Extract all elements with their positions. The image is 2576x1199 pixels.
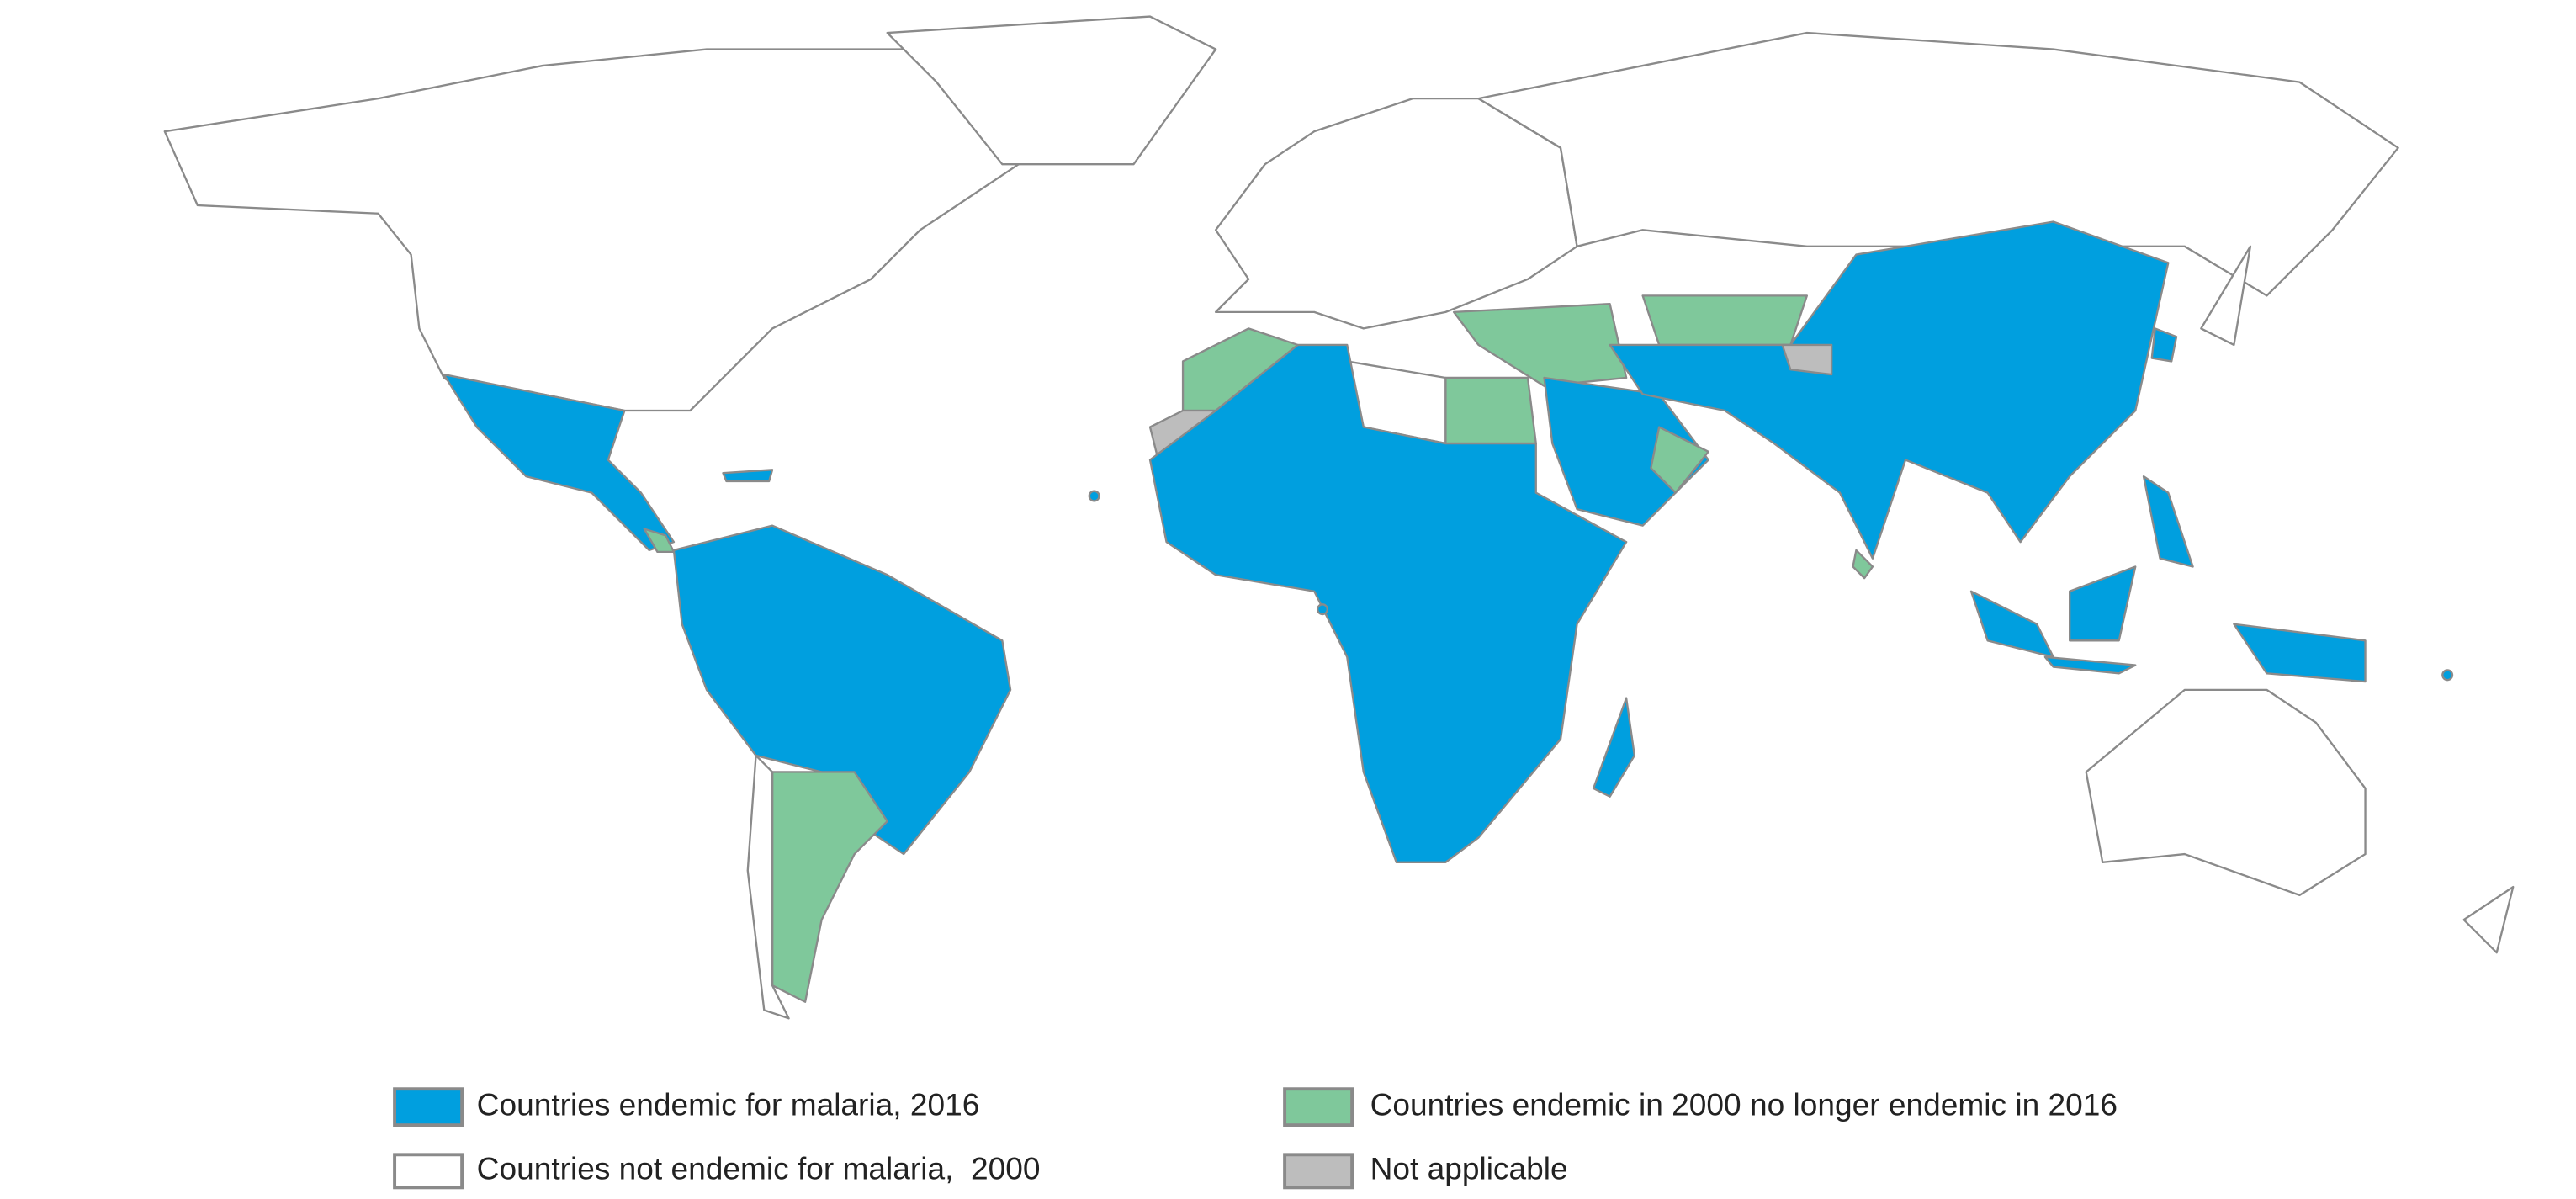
legend-swatch xyxy=(393,1153,464,1190)
country-region xyxy=(1444,376,1537,445)
country-region xyxy=(2142,475,2194,568)
legend-label: Countries not endemic for malaria, 2000 xyxy=(477,1151,1041,1186)
country-region xyxy=(1452,302,1628,387)
country-region xyxy=(771,771,888,1003)
country-region xyxy=(1650,426,1709,494)
country-region xyxy=(1316,603,1329,616)
legend-swatch xyxy=(393,1087,464,1127)
country-region xyxy=(722,469,774,483)
country-region xyxy=(746,754,790,1020)
country-region xyxy=(1214,97,1578,330)
country-region xyxy=(2233,623,2367,683)
country-region xyxy=(1641,294,1809,347)
legend-label: Not applicable xyxy=(1370,1151,1568,1186)
country-region xyxy=(1852,549,1874,580)
country-region xyxy=(2043,655,2137,675)
legend-label: Countries endemic for malaria, 2016 xyxy=(477,1086,980,1122)
country-region xyxy=(1088,490,1100,502)
country-region xyxy=(1592,697,1636,798)
country-region xyxy=(163,48,1020,412)
country-region xyxy=(2462,885,2515,954)
country-region xyxy=(2085,688,2367,897)
country-region xyxy=(443,373,676,552)
country-region xyxy=(672,524,1012,856)
map-regions xyxy=(163,15,2515,1020)
country-region xyxy=(886,15,1217,166)
country-region xyxy=(1148,343,1628,863)
country-region xyxy=(2200,245,2252,347)
country-region xyxy=(1969,590,2054,658)
country-region xyxy=(1781,343,1833,376)
country-region xyxy=(1609,220,2170,560)
country-region xyxy=(643,528,676,554)
country-region xyxy=(1477,31,2399,297)
legend: Countries endemic for malaria, 2016 Coun… xyxy=(393,1086,2118,1190)
country-region xyxy=(2069,565,2137,642)
legend-label: Countries endemic in 2000 no longer ende… xyxy=(1370,1086,2118,1122)
legend-swatch xyxy=(1283,1087,1354,1127)
country-region xyxy=(2441,669,2454,682)
legend-swatch xyxy=(1283,1153,1354,1190)
country-region xyxy=(2150,327,2178,363)
